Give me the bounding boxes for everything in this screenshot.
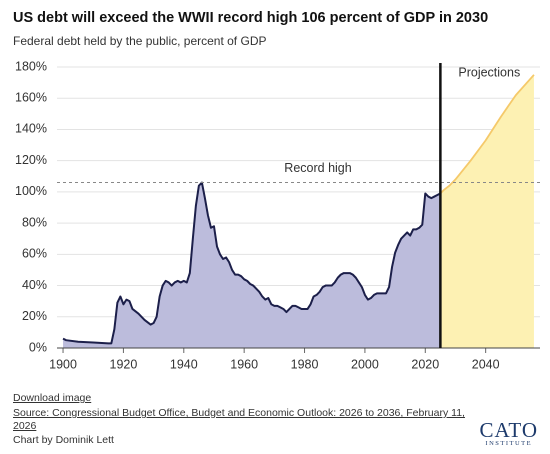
x-tick-label: 1980 (291, 357, 319, 371)
area (63, 182, 441, 348)
chart: US debt will exceed the WWII record high… (13, 10, 540, 371)
credit: Chart by Dominik Lett (13, 434, 114, 446)
x-tick-label: 1960 (230, 357, 258, 371)
y-tick-label: 100% (15, 184, 47, 198)
line (62, 181, 441, 345)
y-tick-label: 40% (22, 278, 47, 292)
logo-subtext: INSTITUTE (485, 440, 533, 447)
source[interactable]: Source: Congressional Budget Office, Bud… (13, 407, 465, 432)
y-tick-label: 80% (22, 215, 47, 229)
x-tick-label: 2000 (351, 357, 379, 371)
logo-text: CATO (479, 418, 538, 442)
annotation: Record high (284, 161, 351, 175)
y-tick-label: 60% (22, 247, 47, 261)
y-tick-label: 0% (29, 340, 47, 354)
y-tick-label: 120% (15, 153, 47, 167)
chart-title: US debt will exceed the WWII record high… (13, 10, 488, 26)
y-tick-label: 180% (15, 59, 47, 73)
y-tick-label: 20% (22, 309, 47, 323)
area (440, 74, 534, 349)
line (439, 74, 535, 195)
chart-subtitle: Federal debt held by the public, percent… (13, 34, 266, 48)
x-tick-label: 1940 (170, 357, 198, 371)
y-tick-label: 140% (15, 122, 47, 136)
y-tick-label: 160% (15, 91, 47, 105)
x-tick-label: 1920 (110, 357, 138, 371)
x-tick-label: 2020 (411, 357, 439, 371)
download-link[interactable]: Download image (13, 392, 92, 404)
logo: CATO INSTITUTE (479, 418, 538, 448)
annotation: Projections (458, 65, 520, 79)
x-tick-label: 2040 (472, 357, 500, 371)
x-tick-label: 1900 (49, 357, 77, 371)
